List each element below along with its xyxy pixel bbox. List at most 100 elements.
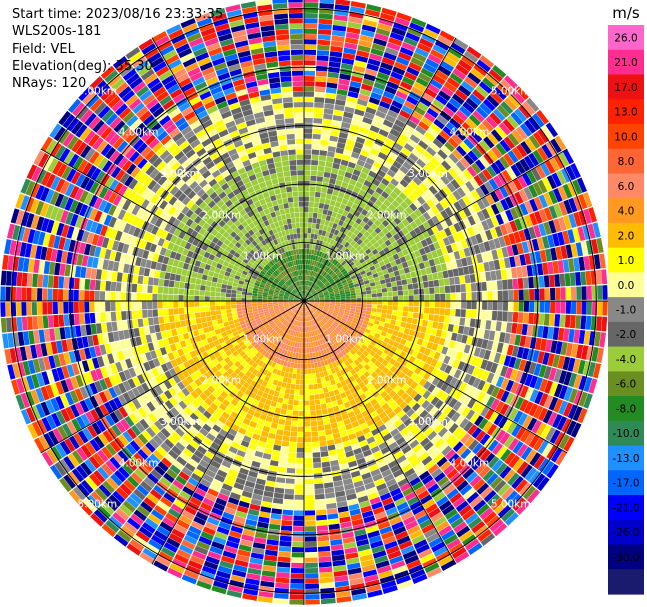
radar-gate — [356, 490, 368, 498]
radar-gate — [433, 546, 448, 558]
radar-gate — [176, 456, 187, 467]
radar-gate — [356, 238, 363, 246]
radar-gate — [305, 552, 318, 558]
radar-gate — [274, 593, 289, 600]
radar-gate — [314, 302, 320, 304]
radar-gate — [412, 573, 428, 585]
radar-gate — [427, 83, 440, 94]
radar-gate — [65, 378, 75, 392]
radar-gate — [397, 579, 413, 590]
radar-gate — [362, 19, 378, 28]
radar-gate — [553, 368, 562, 383]
radar-gate — [414, 375, 423, 384]
radar-gate — [241, 405, 250, 413]
radar-gate — [333, 289, 340, 293]
radar-gate — [317, 245, 322, 252]
radar-gate — [379, 203, 388, 212]
radar-gate — [504, 451, 516, 465]
radar-gate — [372, 346, 379, 353]
radar-gate — [379, 575, 395, 584]
radar-gate — [311, 308, 315, 313]
radar-gate — [308, 212, 313, 218]
radar-gate — [408, 289, 414, 296]
radar-gate — [421, 339, 429, 348]
radar-gate — [428, 185, 438, 195]
radar-gate — [345, 101, 356, 109]
radar-gate — [416, 433, 427, 443]
radar-gate — [374, 360, 382, 368]
radar-gate — [387, 328, 394, 335]
radar-gate — [185, 564, 201, 575]
radar-gate — [253, 313, 260, 318]
radar-gate — [375, 437, 386, 446]
radar-gate — [578, 194, 588, 210]
radar-gate — [438, 337, 446, 346]
radar-gate — [512, 278, 519, 290]
radar-gate — [338, 358, 344, 365]
radar-gate — [327, 518, 340, 525]
radar-gate — [504, 490, 518, 504]
radar-gate — [126, 543, 142, 556]
radar-gate — [520, 140, 532, 155]
radar-gate — [304, 458, 313, 464]
radar-gate — [317, 34, 331, 41]
radar-gate — [99, 404, 109, 417]
radar-gate — [585, 315, 592, 330]
radar-gate — [203, 389, 212, 398]
radar-gate — [223, 478, 235, 487]
radar-gate — [352, 258, 359, 264]
radar-gate — [261, 570, 276, 577]
radar-gate — [360, 444, 370, 453]
radar-gate — [75, 465, 89, 479]
radar-gate — [366, 297, 372, 301]
radar-gate — [344, 322, 351, 327]
radar-gate — [485, 271, 492, 282]
radar-gate — [465, 512, 479, 525]
radar-gate — [273, 390, 280, 397]
radar-gate — [292, 319, 296, 325]
radar-gate — [347, 317, 353, 322]
radar-gate — [21, 376, 30, 392]
radar-gate — [159, 372, 168, 383]
radar-gate — [389, 381, 398, 390]
radar-gate — [283, 303, 289, 306]
radar-gate — [205, 419, 215, 428]
radar-gate — [145, 543, 160, 555]
radar-gate — [343, 284, 349, 288]
radar-gate — [349, 577, 364, 586]
radar-gate — [409, 476, 421, 487]
radar-gate — [504, 222, 513, 234]
radar-gate — [306, 291, 309, 297]
radar-gate — [257, 322, 264, 328]
radar-gate — [317, 165, 325, 172]
radar-gate — [487, 301, 493, 311]
radar-gate — [304, 107, 314, 113]
radar-gate — [190, 372, 198, 381]
radar-gate — [125, 338, 132, 349]
radar-gate — [327, 340, 333, 347]
radar-gate — [373, 241, 380, 249]
radar-gate — [289, 599, 304, 605]
radar-gate — [327, 311, 333, 316]
radar-gate — [163, 542, 178, 553]
radar-gate — [344, 264, 351, 271]
radar-gate — [218, 446, 228, 455]
radar-gate — [108, 387, 118, 399]
radar-gate — [230, 379, 239, 387]
radar-gate — [563, 402, 573, 418]
radar-gate — [276, 429, 284, 436]
radar-gate — [289, 351, 294, 358]
radar-gate — [382, 301, 388, 306]
radar-gate — [376, 256, 383, 263]
radar-gate — [326, 261, 332, 267]
radar-gate — [307, 304, 312, 309]
radar-gate — [304, 478, 314, 485]
radar-gate — [311, 154, 319, 161]
radar-gate — [395, 336, 402, 344]
radar-gate — [475, 233, 483, 244]
radar-gate — [500, 79, 515, 93]
radar-gate — [227, 360, 234, 368]
radar-gate — [381, 382, 390, 391]
radar-gate — [366, 307, 372, 312]
radar-gate — [504, 97, 518, 111]
